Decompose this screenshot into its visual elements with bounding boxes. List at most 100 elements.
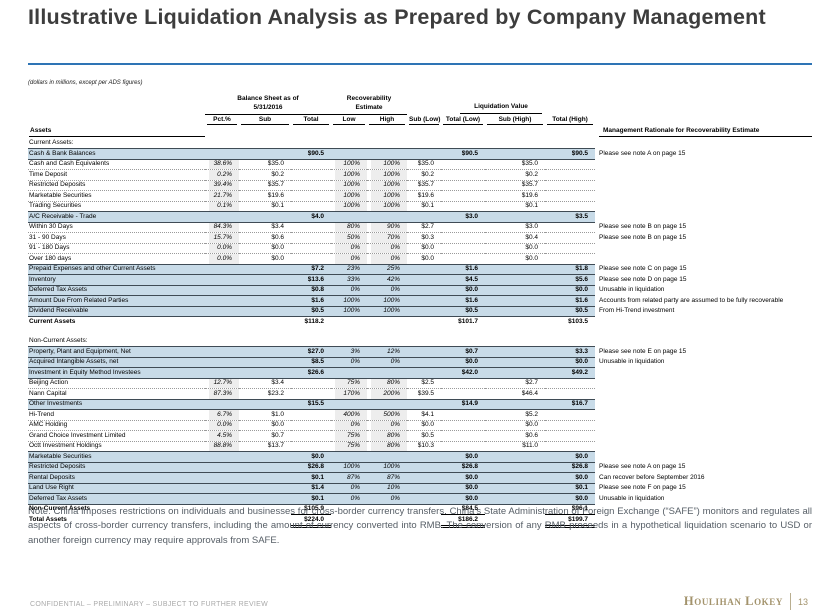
- cell-total: $90.5: [291, 148, 332, 160]
- cell-name: Marketable Securities: [28, 451, 205, 463]
- cell-total_high: $199.7: [545, 514, 596, 528]
- cell-total_high: [545, 137, 595, 149]
- cell-high: 80%: [367, 430, 408, 442]
- cell-total_high: $0.1: [545, 482, 596, 495]
- cell-sub_high: [485, 148, 546, 160]
- cell-low: 0%: [331, 482, 368, 495]
- table-row: Property, Plant and Equipment, Net $27.0 3…: [28, 346, 812, 358]
- cell-sub: [239, 305, 291, 318]
- cell-total_low: $0.7: [441, 346, 486, 358]
- table-row: Investment in Equity Method Investees $26…: [28, 367, 812, 379]
- footer-divider: [789, 593, 791, 610]
- cell-total_low: [441, 137, 485, 149]
- table-row: Nann Capital 87.3% $23.2 170% 200% $39.5 $46.4: [28, 388, 812, 400]
- cell-sub_low: $0.3: [407, 232, 442, 244]
- cell-sub_high: $2.7: [485, 378, 546, 390]
- cell-sub: $3.4: [239, 222, 291, 234]
- cell-high: 0%: [367, 420, 408, 432]
- houlihan-lokey-logo: Houlihan Lokey: [683, 594, 783, 608]
- cell-sub: [239, 451, 291, 463]
- cell-name: Dividend Receivable: [28, 305, 205, 318]
- safe-note: Note: China imposes restrictions on indi…: [28, 506, 812, 546]
- cell-total_high: [545, 232, 596, 244]
- cell-total: $0.1: [291, 493, 332, 505]
- cell-sub_low: $0.2: [407, 169, 442, 181]
- cell-total: $0.8: [291, 284, 332, 297]
- cell-name: Land Use Right: [28, 482, 205, 495]
- cell-pct: 6.7%: [205, 409, 239, 421]
- cell-name: Prepaid Expenses and other Current Asset…: [28, 263, 205, 276]
- cell-sub_high: $0.0: [485, 420, 546, 432]
- cell-total_low: $4.5: [441, 274, 486, 286]
- cell-total: $118.2: [304, 317, 325, 325]
- cell-high: 0%: [367, 356, 408, 369]
- table-row: Hi-Trend 6.7% $1.0 400% 500% $4.1 $5.2: [28, 409, 812, 421]
- cell-low: 87%: [331, 472, 368, 484]
- cell-total_low: $0.0: [441, 356, 486, 369]
- cell-sub_low: [407, 346, 442, 358]
- cell-sub_low: $39.5: [407, 388, 442, 400]
- cell-total: [291, 159, 332, 171]
- cell-name: Property, Plant and Equipment, Net: [28, 346, 205, 358]
- cell-sub_high: $0.1: [485, 201, 546, 213]
- cell-note: Please see note F on page 15: [599, 484, 686, 492]
- cell-name: Octt Investment Holdings: [28, 441, 205, 453]
- cell-sub_low: [407, 211, 442, 223]
- liquidation-table-wrap: Balance Sheet as of 5/31/2016 Recoverabi…: [28, 95, 813, 528]
- cell-high: 100%: [367, 201, 408, 213]
- cell-note: Please see note A on page 15: [599, 149, 686, 157]
- cell-sub: $3.4: [239, 378, 291, 390]
- cell-high: 12%: [367, 346, 408, 358]
- cell-sub_high: $46.4: [485, 388, 546, 400]
- col-header-sub-high: Sub (High): [485, 114, 545, 126]
- units-subtitle: (dollars in millions, except per ADS fig…: [28, 80, 143, 86]
- cell-sub: [239, 493, 291, 505]
- cell-high: 80%: [367, 441, 408, 453]
- cell-low: 0%: [331, 493, 368, 505]
- cell-low: 3%: [331, 346, 368, 358]
- cell-total_high: $1.8: [545, 263, 596, 276]
- cell-sub_low: [407, 305, 442, 318]
- cell-sub: [239, 211, 291, 223]
- table-row: Current Assets $118.2 $101.7 $103.5: [28, 317, 812, 327]
- cell-low: 0%: [331, 284, 368, 297]
- cell-sub: [239, 346, 291, 358]
- cell-sub_high: [485, 317, 545, 327]
- cell-low: 170%: [331, 388, 368, 400]
- cell-note: [595, 420, 812, 431]
- cell-sub_low: [407, 295, 442, 307]
- cell-note: [595, 212, 812, 223]
- cell-name: Trading Securities: [28, 201, 205, 213]
- cell-sub: [239, 295, 291, 307]
- cell-high: 87%: [367, 472, 408, 484]
- cell-high: 100%: [367, 461, 408, 474]
- cell-total_high: [545, 253, 596, 265]
- table-row: Dividend Receivable $0.5 100% 100% $0.5 $0.5 F…: [28, 305, 812, 318]
- cell-sub_low: [407, 472, 442, 484]
- cell-total_low: [441, 430, 486, 442]
- cell-note: Please see note A on page 15: [599, 463, 686, 471]
- cell-low: 100%: [331, 169, 368, 181]
- cell-total: [291, 169, 332, 181]
- cell-pct: 0.0%: [205, 253, 239, 265]
- cell-low: 100%: [331, 190, 368, 202]
- cell-low: 100%: [331, 461, 368, 474]
- cell-total: [291, 232, 332, 244]
- cell-pct: [205, 461, 239, 474]
- cell-low: 33%: [331, 274, 368, 286]
- cell-sub_high: [485, 274, 546, 286]
- page-number: 13: [797, 596, 808, 607]
- cell-note: Accounts from related party are assumed …: [599, 296, 784, 304]
- cell-low: 400%: [331, 409, 368, 421]
- cell-pct: [205, 263, 239, 276]
- cell-total_high: [545, 190, 596, 202]
- cell-total_low: [441, 232, 486, 244]
- cell-total_high: $103.5: [568, 317, 589, 325]
- cell-high: 42%: [367, 274, 408, 286]
- cell-total_low: [441, 201, 486, 213]
- cell-total_high: $49.2: [545, 367, 596, 379]
- cell-sub_low: $35.0: [407, 159, 442, 171]
- cell-total: $1.4: [291, 482, 332, 495]
- cell-low: 75%: [331, 378, 368, 390]
- table-row: Grand Choice Investment Limited 4.5% $0.7 7…: [28, 430, 812, 442]
